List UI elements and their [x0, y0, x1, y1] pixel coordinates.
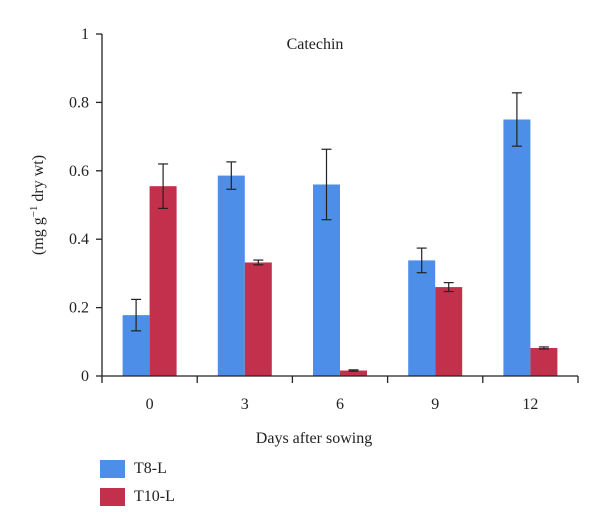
y-axis-label-main: (mg g	[30, 217, 47, 255]
error-bar	[443, 282, 454, 293]
y-tick-label: 0.2	[69, 300, 89, 317]
bar-t10l-6	[340, 370, 367, 376]
y-axis-label-sup: −1	[28, 206, 40, 218]
legend-swatch-t10l	[100, 488, 125, 506]
x-tick-label: 6	[336, 396, 344, 413]
x-ticks: 0 3 6 9 12	[101, 376, 579, 413]
y-tick-label: 0.4	[69, 231, 89, 248]
error-bar	[348, 369, 359, 372]
y-ticks: 0 0.2 0.4 0.6 0.8 1	[69, 26, 102, 385]
catechin-bar-chart: 0 0.2 0.4 0.6 0.8 1 0 3 6 9 12 Catechin Days afte…	[28, 26, 579, 447]
x-tick-label: 9	[431, 396, 439, 413]
legend-item-t10l: T10-L	[100, 486, 175, 508]
error-bar	[226, 161, 237, 190]
y-tick-label: 0	[81, 368, 89, 385]
chart-title: Catechin	[287, 36, 344, 53]
bar-t8l-12	[503, 119, 531, 376]
legend: T8-L T10-L	[100, 458, 175, 514]
bar-t8l-9	[408, 260, 436, 376]
x-axis-label: Days after sowing	[256, 430, 372, 447]
y-tick-label: 0.8	[69, 94, 89, 111]
bar-t10l-9	[435, 287, 463, 376]
legend-item-t8l: T8-L	[100, 458, 175, 480]
legend-label-t10l: T10-L	[134, 488, 175, 505]
error-bar	[131, 298, 142, 332]
y-tick-label: 0.6	[69, 163, 89, 180]
y-tick-label: 1	[81, 26, 89, 43]
error-bar	[321, 148, 332, 221]
bar-t8l-3	[217, 175, 245, 376]
legend-label-t8l: T8-L	[134, 460, 167, 477]
error-bar	[511, 92, 522, 147]
bars-layer	[122, 92, 558, 376]
x-tick-label: 0	[146, 396, 154, 413]
error-bar	[416, 247, 427, 274]
error-bar	[538, 346, 549, 350]
legend-swatch-t8l	[100, 460, 125, 478]
bar-t10l-0	[149, 186, 177, 376]
error-bar	[253, 259, 264, 266]
x-tick-label: 3	[241, 396, 249, 413]
x-tick-label: 12	[522, 396, 538, 413]
bar-t10l-12	[530, 347, 558, 376]
y-axis-label-rest: dry wt)	[30, 155, 47, 206]
bar-t10l-3	[244, 262, 272, 376]
y-axis-label: (mg g−1 dry wt)	[28, 155, 47, 255]
error-bar	[158, 163, 169, 210]
